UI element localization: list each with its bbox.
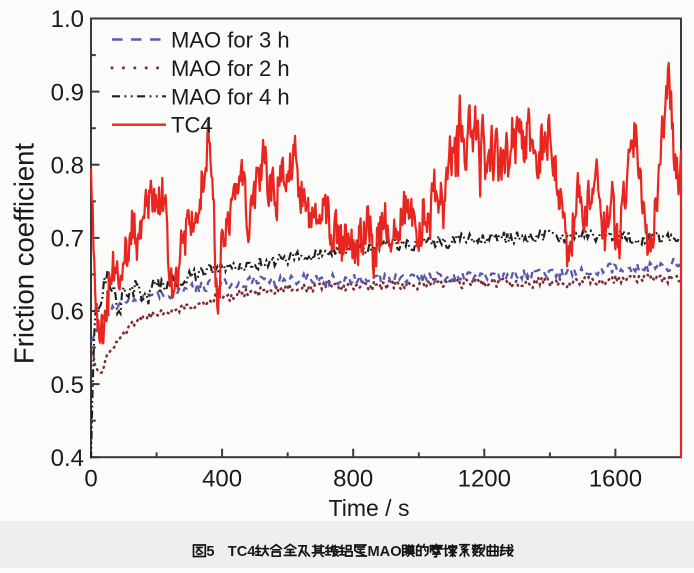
svg-text:MAO: MAO <box>368 544 402 560</box>
svg-text:Friction coefficient: Friction coefficient <box>9 143 40 364</box>
svg-text:MAO for 3 h: MAO for 3 h <box>171 28 290 53</box>
svg-text:MAO for 2 h: MAO for 2 h <box>171 56 290 81</box>
svg-text:0.8: 0.8 <box>51 152 84 179</box>
svg-text:0: 0 <box>84 466 97 493</box>
svg-text:0.4: 0.4 <box>51 445 84 472</box>
svg-text:1200: 1200 <box>458 466 511 493</box>
svg-text:0.5: 0.5 <box>51 372 84 399</box>
svg-text:1600: 1600 <box>589 466 642 493</box>
svg-text:TC4: TC4 <box>171 113 213 138</box>
svg-text:Time / s: Time / s <box>329 495 410 521</box>
svg-text:0.7: 0.7 <box>51 226 84 253</box>
svg-text:5: 5 <box>206 544 214 560</box>
svg-text:800: 800 <box>333 466 373 493</box>
svg-text:TC4: TC4 <box>228 544 256 560</box>
svg-text:400: 400 <box>202 466 242 493</box>
svg-text:1.0: 1.0 <box>51 6 84 33</box>
svg-text:0.9: 0.9 <box>51 79 84 106</box>
svg-text:MAO for 4 h: MAO for 4 h <box>171 84 290 109</box>
svg-text:0.6: 0.6 <box>51 299 84 326</box>
